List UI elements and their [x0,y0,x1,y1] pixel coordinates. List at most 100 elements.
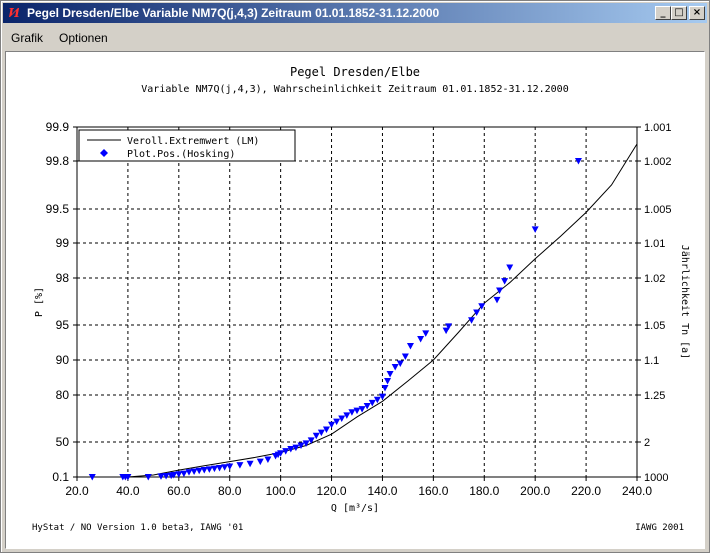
window-title: Pegel Dresden/Elbe Variable NM7Q(j,4,3) … [27,6,440,20]
data-point [328,421,336,429]
data-point [170,471,178,479]
data-point [205,466,213,473]
y-axis-label: P [%] [34,287,45,317]
chart-subtitle: Variable NM7Q(j,4,3), Wahrscheinlichkeit… [141,84,568,95]
y-tick-label: 50 [56,435,70,449]
data-point [302,440,310,447]
data-point [378,393,386,401]
x-tick-label: 60.0 [167,484,191,498]
minimize-button[interactable]: _ [655,6,671,20]
x-tick-label: 220.0 [571,484,601,498]
y2-tick-label: 1.25 [644,390,665,402]
maximize-button[interactable]: □ [671,6,687,20]
x-tick-label: 240.0 [622,484,652,498]
footer-version: HyStat / NO Version 1.0 beta3, IAWG '01 [32,523,243,533]
data-point [175,471,183,478]
menu-optionen[interactable]: Optionen [59,31,108,45]
y2-tick-label: 2 [644,437,650,449]
data-point [88,474,96,481]
x-axis-label: Q [m³/s] [331,503,379,514]
data-point [473,309,481,316]
y-tick-label: 99.8 [46,154,70,168]
y2-tick-label: 1.1 [644,355,659,367]
y2-tick-label: 1.005 [644,204,672,216]
y-tick-label: 90 [56,353,70,367]
y2-tick-label: 1.001 [644,122,672,134]
x-tick-label: 20.0 [65,484,89,498]
data-point [406,343,414,350]
data-point [221,464,229,471]
x-tick-label: 140.0 [367,484,397,498]
y-tick-label: 99.5 [46,202,70,216]
data-point [496,287,504,295]
data-point [256,458,264,466]
data-point [317,429,325,437]
data-point [391,364,399,371]
data-point [417,336,425,343]
data-point [124,474,132,481]
data-point [307,437,315,444]
x-tick-label: 200.0 [520,484,550,498]
x-tick-label: 180.0 [469,484,499,498]
data-point [442,327,450,335]
y-tick-label: 99.9 [46,120,70,134]
x-tick-label: 160.0 [418,484,448,498]
plot-frame [76,126,638,478]
y2-tick-label: 1.002 [644,156,672,168]
footer-copyright: IAWG 2001 [635,523,684,533]
data-point [210,465,218,473]
data-point [292,444,300,452]
title-bar[interactable]: Ͷ Pegel Dresden/Elbe Variable NM7Q(j,4,3… [3,3,707,23]
data-point [144,474,152,481]
data-point [531,226,539,233]
data-point [478,303,486,310]
legend-box [78,129,296,162]
x-tick-label: 40.0 [116,484,140,498]
menu-grafik[interactable]: Grafik [11,31,44,45]
data-point [401,353,409,360]
y-tick-label: 95 [56,318,70,332]
chart-panel: Pegel Dresden/Elbe Variable NM7Q(j,4,3), … [5,51,705,549]
data-point [396,360,404,367]
y2-tick-label: 1.01 [644,238,665,250]
x-tick-label: 120.0 [317,484,347,498]
y2-tick-label: 1.02 [644,273,665,285]
data-point [216,464,224,472]
data-point [343,412,351,419]
data-point [157,473,165,480]
x-tick-label: 100.0 [266,484,296,498]
data-point [353,407,361,415]
data-point [468,317,476,324]
close-button[interactable]: × [689,6,705,20]
data-point [381,385,389,392]
app-logo-icon: Ͷ [8,6,20,20]
data-point [506,264,514,271]
chart-title: Pegel Dresden/Elbe [290,65,420,79]
y-tick-label: 98 [56,271,70,285]
data-point [236,462,244,469]
data-point [246,460,254,468]
data-point [185,469,193,476]
y2-tick-label: 1000 [644,472,668,484]
data-point [264,456,272,464]
menu-bar: Grafik Optionen [3,25,707,51]
legend-label-scatter: Plot.Pos.(Hosking) [127,149,235,160]
data-point [368,399,376,407]
data-point [180,470,188,478]
y-tick-label: 99 [56,236,70,250]
data-point [297,442,305,450]
data-point [322,426,330,433]
legend-marker-swatch [100,149,108,157]
y-tick-label: 80 [56,388,70,402]
data-point [190,468,198,475]
y2-axis-label: Jährlichkeit Tn [a] [679,245,690,359]
x-tick-label: 80.0 [218,484,242,498]
data-point [338,415,346,422]
data-point [422,330,430,337]
data-point [373,396,381,404]
data-point [384,378,392,385]
data-point [363,402,371,410]
data-point [493,296,501,304]
data-point [162,473,170,480]
